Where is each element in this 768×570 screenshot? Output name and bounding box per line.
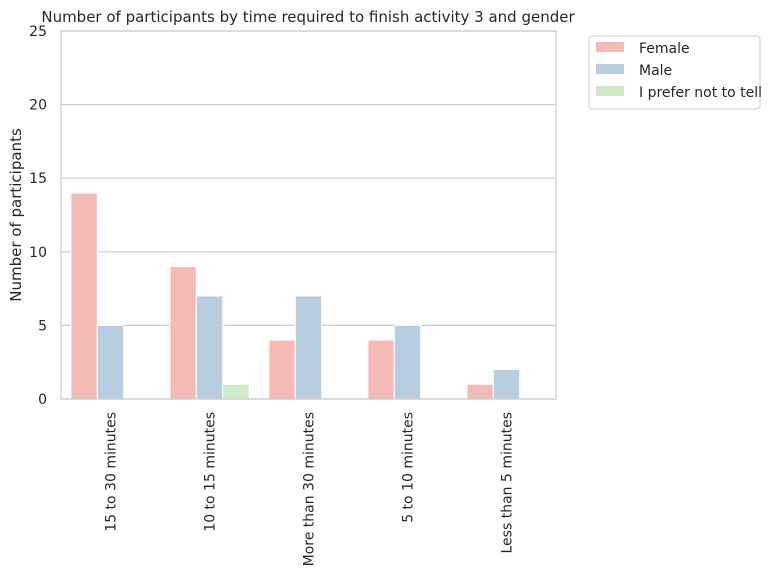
x-tick-label: 5 to 10 minutes bbox=[401, 412, 417, 523]
y-tick-label: 0 bbox=[38, 392, 47, 408]
y-tick-label: 25 bbox=[29, 24, 47, 40]
bar-female-2 bbox=[268, 339, 296, 400]
x-axis-ticks: 15 to 30 minutes 10 to 15 minutes More tha… bbox=[104, 412, 516, 566]
plot-frame bbox=[60, 30, 557, 400]
legend-swatch bbox=[596, 64, 624, 74]
bar-female-3 bbox=[367, 339, 395, 400]
chart-title: Number of participants by time required … bbox=[41, 8, 575, 26]
bar-female-1 bbox=[169, 266, 197, 400]
y-tick-label: 15 bbox=[29, 171, 47, 187]
bars bbox=[70, 192, 521, 400]
x-tick-label: More than 30 minutes bbox=[302, 412, 318, 566]
y-tick-label: 5 bbox=[38, 318, 47, 334]
legend-swatch bbox=[596, 42, 624, 52]
legend: Female Male I prefer not to tell bbox=[588, 35, 762, 110]
x-tick-label: 10 to 15 minutes bbox=[203, 412, 219, 532]
bar-male-3 bbox=[393, 324, 422, 400]
bar-male-1 bbox=[195, 295, 224, 400]
bar-female-4 bbox=[466, 383, 494, 400]
legend-label: I prefer not to tell bbox=[639, 85, 762, 101]
bar-male-4 bbox=[492, 369, 521, 400]
legend-label: Male bbox=[639, 63, 672, 79]
bar-male-0 bbox=[96, 324, 125, 400]
y-tick-label: 20 bbox=[29, 98, 47, 114]
legend-label: Female bbox=[639, 41, 690, 57]
y-tick-label: 10 bbox=[29, 245, 47, 261]
bar-i-prefer-not-to-tell-1 bbox=[222, 383, 250, 400]
bar-female-0 bbox=[70, 192, 98, 400]
y-axis-label: Number of participants bbox=[7, 128, 25, 302]
bar-male-2 bbox=[294, 295, 323, 400]
legend-frame bbox=[588, 35, 761, 110]
x-tick-label: 15 to 30 minutes bbox=[104, 412, 120, 532]
y-axis-ticks: 0 5 10 15 20 25 bbox=[29, 24, 47, 408]
x-tick-label: Less than 5 minutes bbox=[500, 412, 516, 554]
legend-swatch bbox=[596, 86, 624, 96]
